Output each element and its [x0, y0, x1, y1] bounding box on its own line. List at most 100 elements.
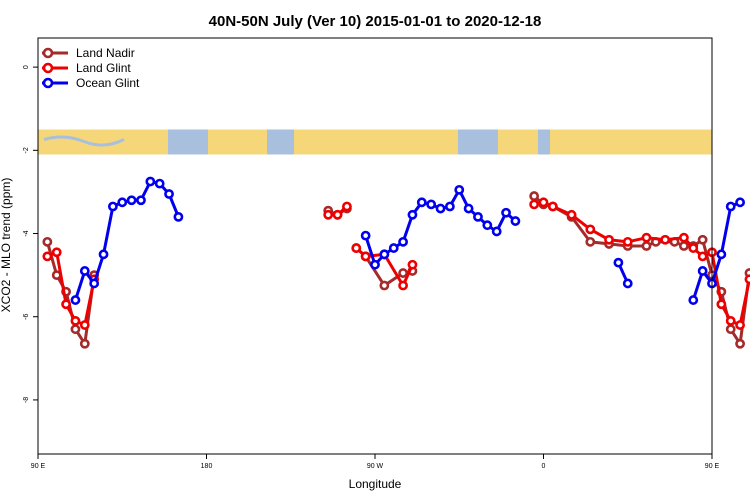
x-tick-label-2: 90 W — [367, 463, 384, 470]
point-ocean-glint-1-1 — [370, 259, 380, 270]
legend-item-land-nadir: Land Nadir — [42, 46, 135, 60]
point-ocean-glint-0-1 — [79, 266, 90, 276]
point-land-glint-0-3 — [70, 315, 81, 326]
point-land-glint-3-11 — [697, 251, 708, 262]
y-tick-label-2: -4 — [23, 230, 30, 236]
legend-label: Land Nadir — [76, 46, 135, 60]
point-ocean-glint-3-5 — [735, 197, 745, 208]
point-ocean-glint-1-4 — [398, 236, 408, 247]
point-ocean-glint-3-4 — [725, 201, 736, 212]
point-land-nadir-3-0 — [529, 191, 540, 201]
point-land-glint-0-2 — [61, 299, 71, 310]
point-ocean-glint-3-1 — [697, 266, 708, 276]
point-land-glint-1-0 — [323, 209, 334, 220]
point-ocean-glint-3-3 — [716, 249, 727, 260]
point-ocean-glint-0-3 — [98, 249, 109, 260]
point-ocean-glint-0-8 — [145, 176, 156, 187]
y-tick-label-1: -2 — [23, 147, 30, 153]
point-ocean-glint-1-12 — [473, 211, 483, 222]
legend-swatch-marker — [42, 62, 54, 74]
x-axis-label: Longitude — [349, 477, 402, 491]
point-land-glint-3-6 — [622, 236, 633, 247]
legend-label: Land Glint — [76, 61, 131, 75]
point-land-nadir-3-7 — [641, 241, 652, 251]
point-land-glint-0-1 — [51, 247, 62, 258]
point-ocean-glint-1-9 — [444, 201, 455, 212]
x-tick-label-3: 0 — [542, 463, 546, 470]
point-land-glint-2-4 — [407, 259, 418, 270]
point-land-nadir-3-12 — [697, 234, 708, 245]
y-tick-label-3: -6 — [23, 314, 30, 320]
point-ocean-glint-1-3 — [388, 243, 399, 253]
point-ocean-glint-0-10 — [164, 189, 174, 199]
point-land-glint-0-4 — [79, 320, 90, 330]
point-ocean-glint-1-6 — [416, 197, 427, 208]
point-land-glint-0-0 — [42, 251, 53, 262]
point-land-glint-2-0 — [351, 243, 362, 253]
point-ocean-glint-1-7 — [426, 199, 437, 210]
point-land-glint-3-15 — [735, 320, 745, 330]
point-ocean-glint-0-9 — [154, 178, 165, 189]
point-land-glint-3-3 — [566, 209, 577, 220]
map-strip-ocean-3 — [538, 129, 550, 155]
point-ocean-glint-1-13 — [482, 220, 493, 231]
point-land-glint-3-7 — [641, 232, 652, 243]
legend-item-ocean-glint: Ocean Glint — [42, 76, 140, 90]
map-strip — [38, 129, 712, 155]
point-ocean-glint-1-14 — [491, 226, 502, 237]
legend-label: Ocean Glint — [76, 76, 140, 90]
point-land-nadir-0-4 — [79, 338, 90, 349]
map-strip-ocean-0 — [168, 129, 208, 155]
point-ocean-glint-0-11 — [173, 211, 184, 222]
y-tick-label-0: 0 — [23, 65, 30, 69]
point-land-glint-3-0 — [529, 199, 540, 210]
point-ocean-glint-2-1 — [622, 278, 633, 289]
legend-swatch-marker — [42, 47, 54, 59]
point-ocean-glint-0-5 — [117, 197, 128, 208]
point-ocean-glint-0-6 — [126, 195, 137, 206]
point-land-nadir-0-0 — [42, 236, 53, 247]
point-land-glint-3-10 — [688, 243, 699, 253]
point-land-nadir-2-3 — [398, 268, 408, 278]
point-land-nadir-3-4 — [585, 236, 596, 247]
point-ocean-glint-1-5 — [407, 209, 418, 220]
point-land-glint-3-13 — [716, 299, 727, 310]
x-tick-label-1: 180 — [201, 463, 213, 470]
series-layer — [42, 176, 750, 349]
y-axis: 0 -2 -4 -6 -8 — [23, 65, 38, 403]
point-ocean-glint-0-2 — [89, 278, 100, 289]
point-land-glint-3-14 — [725, 315, 736, 326]
map-strip-coast — [43, 135, 125, 147]
point-ocean-glint-1-0 — [360, 230, 371, 241]
map-strip-ocean-2 — [458, 129, 498, 155]
point-ocean-glint-1-2 — [379, 249, 390, 260]
point-ocean-glint-1-15 — [501, 207, 511, 218]
map-strip-ocean-1 — [267, 129, 294, 155]
legend-item-land-glint: Land Glint — [42, 61, 131, 75]
point-land-nadir-0-3 — [70, 324, 81, 335]
point-ocean-glint-2-0 — [613, 257, 624, 268]
point-ocean-glint-0-4 — [107, 201, 118, 212]
point-land-glint-3-5 — [604, 234, 614, 245]
map-strip-land — [38, 129, 712, 155]
point-ocean-glint-1-11 — [463, 203, 474, 214]
x-axis: 90 E 180 90 W 0 90 E — [31, 454, 720, 470]
y-axis-label: XCO2 - MLO trend (ppm) — [0, 178, 13, 313]
point-ocean-glint-0-0 — [70, 295, 81, 305]
point-land-glint-3-8 — [660, 234, 671, 245]
point-land-nadir-3-15 — [725, 324, 736, 335]
point-land-nadir-2-2 — [379, 280, 390, 291]
y-tick-label-4: -8 — [23, 397, 30, 403]
point-ocean-glint-0-7 — [136, 195, 146, 206]
point-land-glint-1-1 — [332, 209, 343, 220]
point-ocean-glint-1-8 — [435, 203, 446, 214]
series-ocean-glint — [70, 176, 745, 305]
point-land-glint-3-16 — [744, 274, 750, 285]
chart-title: 40N-50N July (Ver 10) 2015-01-01 to 2020… — [209, 13, 542, 30]
point-land-glint-3-1 — [538, 197, 549, 208]
point-land-glint-1-2 — [342, 201, 352, 212]
point-land-glint-3-4 — [585, 224, 596, 235]
point-land-glint-2-1 — [360, 251, 371, 262]
